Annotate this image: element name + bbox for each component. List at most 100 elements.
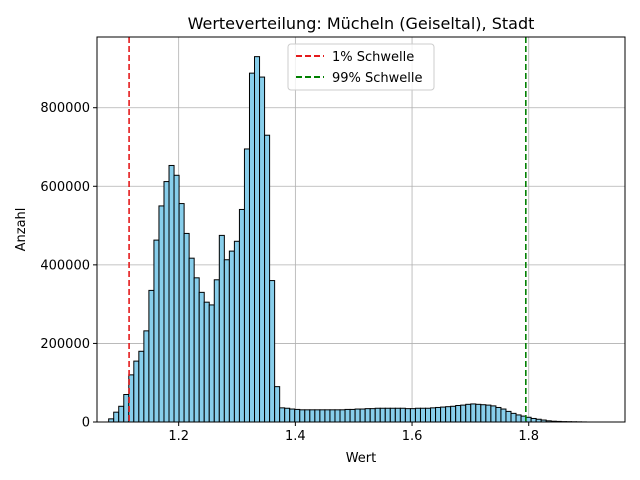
x-tick-label-2: 1.6	[402, 429, 423, 444]
histogram-bar-11	[163, 181, 170, 423]
histogram-bar-62	[419, 407, 427, 423]
legend-label-1pct: 1% Schwelle	[332, 50, 414, 65]
histogram-bar-83	[525, 416, 532, 423]
histogram-bar-43	[324, 409, 331, 423]
histogram-bar-35	[284, 407, 291, 423]
histogram-bar-27	[243, 148, 250, 423]
histogram-bar-37	[294, 408, 301, 423]
histogram-bar-22	[218, 234, 225, 423]
histogram-bar-76	[490, 405, 497, 423]
x-tick-label-3: 1.8	[518, 429, 539, 444]
histogram-bar-72	[470, 403, 477, 423]
histogram-bar-68	[450, 405, 457, 423]
histogram-bar-36	[289, 408, 296, 423]
histogram-bar-42	[319, 409, 326, 423]
histogram-bar-28	[248, 72, 256, 423]
histogram-bar-20	[208, 304, 215, 423]
histogram-bar-30	[259, 76, 266, 423]
histogram-bar-58	[399, 407, 406, 423]
histogram-bar-50	[359, 408, 366, 423]
histogram-bar-54	[379, 407, 386, 423]
histogram-bar-69	[455, 405, 462, 423]
histogram-bar-63	[425, 407, 432, 423]
histogram-bar-81	[515, 414, 522, 423]
y-tick-label-0: 0	[82, 416, 90, 431]
histogram-bar-12	[168, 164, 175, 423]
histogram-bar-25	[233, 240, 240, 423]
histogram-bar-66	[440, 406, 447, 423]
y-axis-ticks: 0 200000 400000 600000 800000	[40, 101, 97, 431]
histogram-bar-84	[530, 417, 537, 423]
histogram-bar-41	[314, 409, 321, 423]
histogram-bar-44	[329, 409, 336, 423]
histogram-bar-2	[118, 405, 125, 423]
legend-label-99pct: 99% Schwelle	[332, 71, 423, 86]
histogram-bar-52	[369, 408, 376, 423]
plot-frame	[96, 36, 626, 423]
histogram-bar-56	[389, 407, 396, 423]
histogram-bar-48	[349, 408, 356, 423]
histogram-bar-31	[264, 134, 271, 423]
histogram-bar-3	[123, 394, 130, 423]
histogram-bar-75	[485, 404, 492, 423]
y-tick-label-3: 600000	[40, 180, 90, 195]
histogram-bar-9	[153, 239, 160, 423]
x-tick-label-0: 1.2	[168, 429, 189, 444]
histogram-bar-64	[430, 407, 437, 423]
histogram-bar-7	[143, 330, 150, 423]
histogram-bars	[108, 56, 587, 423]
histogram-bar-1	[113, 411, 120, 423]
histogram-bar-39	[304, 409, 311, 423]
histogram-bar-60	[409, 408, 416, 423]
y-tick-label-4: 800000	[40, 101, 90, 116]
legend-box	[287, 43, 435, 91]
histogram-bar-78	[500, 408, 507, 423]
histogram-bar-49	[354, 408, 361, 423]
histogram-bar-45	[334, 409, 341, 423]
histogram-bar-59	[404, 408, 411, 423]
histogram-bar-47	[344, 408, 351, 423]
histogram-bar-51	[364, 408, 371, 423]
histogram-bar-18	[198, 291, 205, 423]
histogram-bar-61	[414, 407, 421, 423]
histogram-bar-10	[158, 205, 165, 423]
histogram-bar-21	[213, 279, 220, 423]
histogram-bar-67	[445, 406, 452, 423]
histogram-bar-80	[510, 412, 517, 423]
histogram-bar-38	[299, 409, 306, 423]
histogram-bar-13	[173, 174, 180, 423]
histogram-bar-74	[480, 404, 487, 423]
y-tick-label-1: 200000	[40, 337, 90, 352]
threshold-lines	[128, 37, 527, 422]
histogram-bar-46	[339, 409, 346, 423]
histogram-bar-57	[394, 407, 401, 423]
legend: 1% Schwelle 99% Schwelle	[287, 43, 435, 91]
histogram-bar-26	[238, 208, 245, 423]
histogram-bar-17	[193, 277, 200, 423]
y-tick-label-2: 400000	[40, 258, 90, 273]
histogram-bar-19	[203, 301, 210, 423]
histogram-bar-53	[374, 407, 381, 423]
histogram-bar-77	[495, 406, 502, 423]
histogram-bar-55	[384, 407, 391, 423]
histogram-bar-14	[178, 203, 185, 423]
histogram-bar-32	[269, 280, 276, 423]
histogram-bar-73	[475, 403, 482, 423]
histogram-bar-16	[188, 257, 195, 423]
histogram-bar-34	[279, 407, 286, 423]
histogram-bar-65	[435, 406, 442, 423]
histogram-bar-24	[228, 250, 235, 423]
histogram-bar-33	[274, 386, 281, 423]
x-tick-label-1: 1.4	[285, 429, 306, 444]
chart-title: Werteverteilung: Mücheln (Geiseltal), St…	[188, 14, 535, 33]
histogram-bar-29	[254, 56, 261, 423]
histogram-bar-15	[183, 232, 190, 423]
x-axis-ticks: 1.2 1.4 1.6 1.8	[168, 422, 539, 444]
histogram-bar-23	[223, 259, 230, 423]
histogram-bar-8	[148, 289, 155, 423]
histogram-bar-6	[138, 350, 145, 423]
x-axis-label: Wert	[346, 451, 377, 466]
histogram-bar-79	[505, 410, 512, 423]
y-axis-label: Anzahl	[14, 208, 29, 252]
